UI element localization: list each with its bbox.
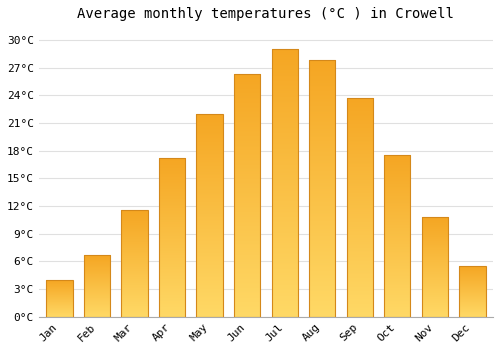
Bar [346, 98, 373, 317]
Bar [234, 74, 260, 317]
Title: Average monthly temperatures (°C ) in Crowell: Average monthly temperatures (°C ) in Cr… [78, 7, 454, 21]
Bar [384, 155, 410, 317]
Bar [309, 61, 336, 317]
Bar [122, 210, 148, 317]
Bar [422, 217, 448, 317]
Bar [196, 114, 223, 317]
Bar [159, 158, 185, 317]
Bar [272, 49, 298, 317]
Bar [460, 266, 485, 317]
Bar [46, 280, 72, 317]
Bar [84, 255, 110, 317]
